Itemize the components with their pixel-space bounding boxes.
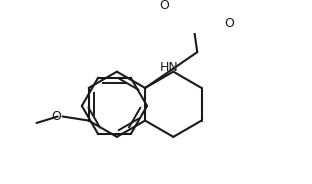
Text: O: O: [51, 110, 61, 123]
Text: HN: HN: [160, 61, 178, 74]
Text: O: O: [224, 17, 234, 30]
Text: O: O: [159, 0, 169, 12]
